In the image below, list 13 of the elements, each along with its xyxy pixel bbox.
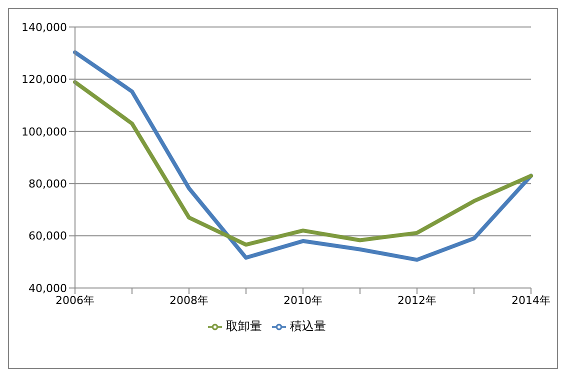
x-tick-label: 2012年 [398, 294, 436, 307]
y-tick-label: 120,000 [22, 73, 67, 86]
x-tick-label: 2010年 [284, 294, 322, 307]
y-tick-label: 140,000 [22, 20, 67, 34]
y-tick-label: 60,000 [28, 230, 67, 243]
legend-label: 取卸量 [226, 319, 262, 333]
legend-label: 積込量 [290, 319, 326, 333]
y-tick-label: 100,000 [22, 125, 67, 138]
x-tick-label: 2008年 [170, 294, 208, 307]
y-tick-label: 80,000 [28, 178, 67, 191]
x-tick-label: 2006年 [56, 294, 94, 307]
x-tick-label: 2014年 [512, 294, 550, 307]
y-tick-label: 40,000 [28, 282, 67, 295]
